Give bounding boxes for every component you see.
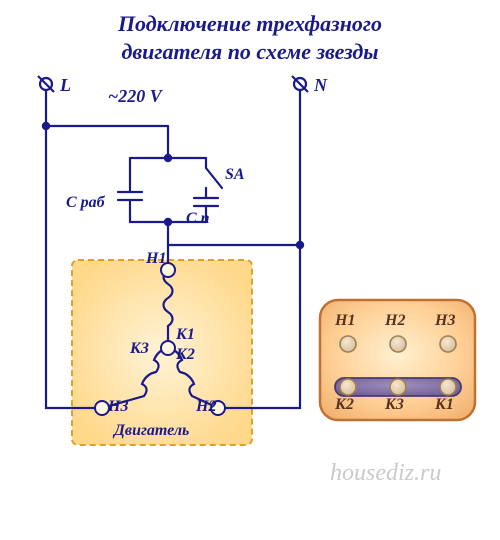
tb-K3: К3 [385,396,404,414]
label-H2: Н2 [196,398,216,416]
label-H3: Н3 [108,398,128,416]
label-K2: К2 [176,346,195,364]
tb-H2: Н2 [385,312,405,330]
watermark: housediz.ru [330,460,441,487]
label-voltage: ~220 V [108,86,162,107]
label-Crab: С раб [66,194,105,212]
terminals-top [38,76,308,92]
label-N: N [314,75,327,96]
tb-H3: Н3 [435,312,455,330]
tb-K1: К1 [435,396,454,414]
tb-H1: Н1 [335,312,355,330]
label-SA: SA [225,166,245,184]
title-line-1: Подключение трехфазного [118,11,382,36]
label-L: L [60,75,71,96]
label-motor: Двигатель [114,422,189,440]
label-H1: Н1 [146,250,166,268]
label-K3: К3 [130,340,149,358]
junction-nodes [43,123,303,248]
label-K1: К1 [176,326,195,344]
tb-K2: К2 [335,396,354,414]
schematic-canvas: L N ~220 V SA С раб С п Н1 К1 К2 К3 Н3 Н… [0,70,500,535]
title-line-2: двигателя по схеме звезды [121,39,378,64]
label-Cp: С п [186,210,210,228]
